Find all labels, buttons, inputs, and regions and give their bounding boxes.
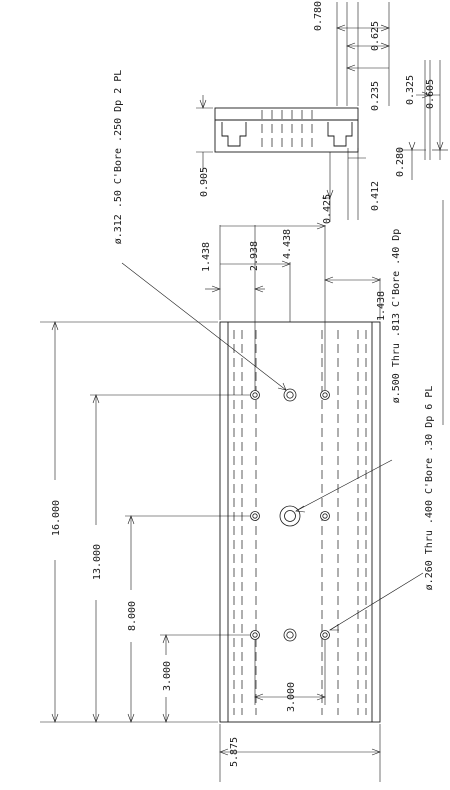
profile-view bbox=[214, 107, 359, 153]
dimension-0425-label: 0.425 bbox=[322, 194, 333, 224]
dimension-4438 bbox=[220, 222, 326, 230]
dimension-13000 bbox=[90, 394, 250, 723]
dimension-0412 bbox=[347, 148, 366, 220]
dimension-1438-right bbox=[324, 276, 381, 284]
callout-cbore-312-leader bbox=[121, 262, 287, 391]
dimension-0605 bbox=[432, 60, 448, 160]
dimension-2938-label: 2.938 bbox=[249, 241, 260, 271]
dimension-0605-label: 0.605 bbox=[425, 79, 436, 109]
t-slot-hidden-lines bbox=[233, 330, 367, 715]
dimension-4438-label: 4.438 bbox=[282, 229, 293, 259]
callout-thru-500: ø.500 Thru .813 C'Bore .40 Dp bbox=[391, 229, 402, 404]
dimension-1438-right-label: 1.438 bbox=[376, 291, 387, 321]
dimension-3000-row-spacing-label: 3.000 bbox=[286, 682, 297, 712]
dimension-cross-extensions bbox=[219, 225, 381, 390]
dimension-0780 bbox=[336, 24, 390, 32]
dimension-1438-left-label: 1.438 bbox=[201, 242, 212, 272]
dimension-top-extensions bbox=[336, 2, 431, 160]
dimension-5875-label: 5.875 bbox=[229, 737, 240, 767]
plate-outline bbox=[219, 321, 381, 723]
callout-thru-260-leader bbox=[328, 572, 424, 631]
dimension-2938 bbox=[220, 260, 291, 268]
dimension-0625 bbox=[346, 42, 390, 50]
dimension-0412-label: 0.412 bbox=[370, 181, 381, 211]
dimension-0905-label: 0.905 bbox=[199, 167, 210, 197]
dimension-8000 bbox=[125, 515, 250, 723]
callout-thru-500-leader bbox=[295, 459, 393, 513]
callout-thru-260: ø.260 Thru .400 C'Bore .30 Dp 6 PL bbox=[424, 386, 435, 591]
dimension-16000 bbox=[40, 321, 218, 723]
dimension-0280 bbox=[398, 141, 426, 180]
hole-row-13 bbox=[250, 388, 330, 402]
dimension-0235 bbox=[346, 64, 389, 72]
dimension-13000-label: 13.000 bbox=[92, 544, 103, 580]
dimension-0905 bbox=[196, 95, 213, 172]
dimension-0325 bbox=[416, 91, 440, 99]
callout-cbore-312: ø.312 .50 C'Bore .250 Dp 2 PL bbox=[113, 70, 124, 245]
dimension-3000-row-spacing bbox=[254, 640, 326, 705]
dimension-0625-label: 0.625 bbox=[370, 21, 381, 51]
dimension-0325-label: 0.325 bbox=[405, 75, 416, 105]
dimension-0425 bbox=[322, 152, 334, 222]
dimension-8000-label: 8.000 bbox=[127, 601, 138, 631]
dimension-0235-label: 0.235 bbox=[370, 81, 381, 111]
dimension-5875 bbox=[219, 724, 381, 782]
dimension-1438-left bbox=[205, 285, 265, 293]
hole-row-3 bbox=[250, 628, 330, 642]
dimension-3000-left bbox=[160, 634, 250, 723]
dimension-3000-left-label: 3.000 bbox=[162, 661, 173, 691]
dimension-16000-label: 16.000 bbox=[51, 500, 62, 536]
dimension-0280-label: 0.280 bbox=[395, 147, 406, 177]
dimension-0780-label: 0.780 bbox=[313, 1, 324, 31]
hole-row-8 bbox=[250, 505, 330, 527]
